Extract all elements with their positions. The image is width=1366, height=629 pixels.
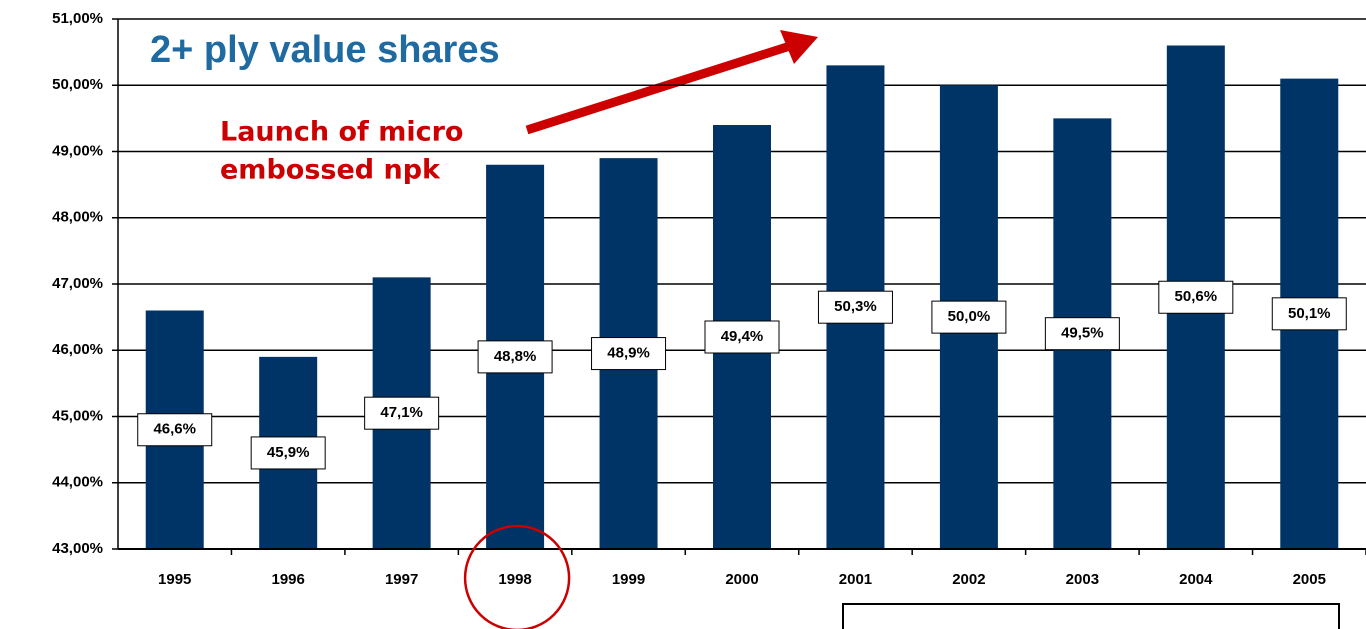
x-tick-label: 1995 <box>158 571 191 588</box>
arrow-head <box>780 30 818 64</box>
value-label: 48,8% <box>494 348 537 365</box>
x-tick-label: 2005 <box>1293 571 1326 588</box>
value-label: 50,0% <box>948 308 991 325</box>
value-label-box <box>1044 317 1120 351</box>
annotation: embossed npk <box>220 155 441 186</box>
value-label: 50,6% <box>1175 288 1218 305</box>
x-tick-label: 2002 <box>952 571 985 588</box>
chart-title: 2+ ply value shares <box>150 29 500 71</box>
y-tick-label: 45,00% <box>52 407 103 424</box>
value-label-box <box>1271 297 1347 331</box>
x-tick-label: 2000 <box>725 571 758 588</box>
value-label: 45,9% <box>267 444 310 461</box>
x-tick-label: 1998 <box>498 571 531 588</box>
legend-box <box>842 603 1340 629</box>
value-label: 47,1% <box>380 404 423 421</box>
value-label: 49,4% <box>721 328 764 345</box>
annotation: Launch of micro <box>220 117 463 148</box>
value-label-box <box>817 290 893 324</box>
value-label: 46,6% <box>153 421 196 438</box>
value-label-box <box>250 436 326 470</box>
x-tick-label: 1997 <box>385 571 418 588</box>
x-tick-label: 2003 <box>1066 571 1099 588</box>
x-tick-label: 1996 <box>271 571 304 588</box>
y-tick-label: 44,00% <box>52 474 103 491</box>
value-label-box <box>704 320 780 354</box>
value-label: 50,1% <box>1288 305 1331 322</box>
y-tick-label: 51,00% <box>52 10 103 27</box>
y-tick-label: 46,00% <box>52 341 103 358</box>
x-tick-label: 2001 <box>839 571 872 588</box>
x-tick-label: 1999 <box>612 571 645 588</box>
y-tick-label: 50,00% <box>52 76 103 93</box>
y-tick-label: 48,00% <box>52 209 103 226</box>
value-label: 49,5% <box>1061 325 1104 342</box>
value-label: 50,3% <box>834 298 877 315</box>
value-label-box <box>931 300 1007 334</box>
value-label-box <box>1158 280 1234 314</box>
arrow-shaft <box>525 41 792 135</box>
value-label-box <box>137 413 213 447</box>
highlight-circle <box>463 524 571 629</box>
y-tick-label: 49,00% <box>52 142 103 159</box>
y-tick-label: 43,00% <box>52 540 103 557</box>
value-label-box <box>591 337 667 371</box>
y-tick-label: 47,00% <box>52 275 103 292</box>
value-label: 48,9% <box>607 345 650 362</box>
value-label-box <box>364 396 440 430</box>
value-label-box <box>477 340 553 374</box>
x-tick-label: 2004 <box>1179 571 1213 588</box>
